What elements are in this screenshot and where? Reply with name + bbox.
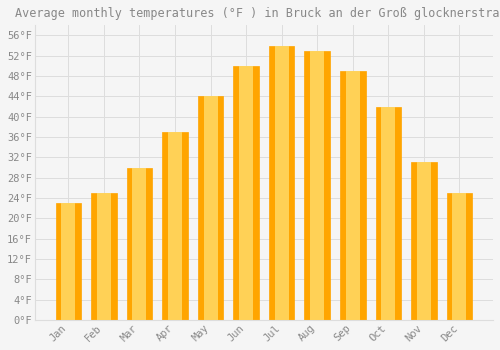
- Bar: [91, 193, 116, 320]
- Bar: [162, 132, 188, 320]
- Bar: [204, 96, 218, 320]
- Bar: [62, 203, 76, 320]
- Bar: [446, 193, 472, 320]
- Bar: [382, 106, 396, 320]
- Bar: [310, 51, 324, 320]
- Title: Average monthly temperatures (°F ) in Bruck an der Groß glocknerstraße: Average monthly temperatures (°F ) in Br…: [14, 7, 500, 20]
- Bar: [198, 96, 224, 320]
- Bar: [274, 46, 288, 320]
- Bar: [376, 106, 401, 320]
- Bar: [340, 71, 365, 320]
- Bar: [97, 193, 111, 320]
- Bar: [126, 168, 152, 320]
- Bar: [234, 66, 259, 320]
- Bar: [269, 46, 294, 320]
- Bar: [56, 203, 81, 320]
- Bar: [417, 162, 431, 320]
- Bar: [239, 66, 253, 320]
- Bar: [411, 162, 436, 320]
- Bar: [346, 71, 360, 320]
- Bar: [304, 51, 330, 320]
- Bar: [452, 193, 466, 320]
- Bar: [168, 132, 182, 320]
- Bar: [132, 168, 146, 320]
